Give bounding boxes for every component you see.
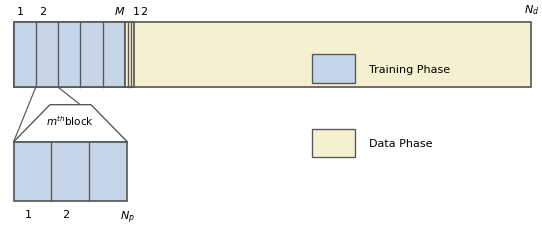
- Text: $m^{th}$block: $m^{th}$block: [47, 114, 94, 127]
- Bar: [312, 55, 355, 84]
- Polygon shape: [14, 105, 127, 142]
- Text: $N_p$: $N_p$: [120, 209, 135, 225]
- Bar: [14, 22, 531, 88]
- Text: 1: 1: [25, 209, 31, 219]
- Text: Training Phase: Training Phase: [369, 64, 450, 74]
- Bar: [125, 22, 134, 88]
- Text: 2: 2: [39, 7, 46, 17]
- Bar: [312, 129, 355, 158]
- Text: $M$: $M$: [114, 5, 125, 17]
- Text: 1: 1: [17, 7, 24, 17]
- Text: 2: 2: [62, 209, 70, 219]
- Bar: [14, 22, 125, 88]
- Text: Data Phase: Data Phase: [369, 138, 432, 148]
- Text: 1: 1: [133, 7, 140, 17]
- Text: 2: 2: [140, 7, 147, 17]
- Bar: [14, 142, 127, 201]
- Text: $N_d$: $N_d$: [524, 3, 539, 17]
